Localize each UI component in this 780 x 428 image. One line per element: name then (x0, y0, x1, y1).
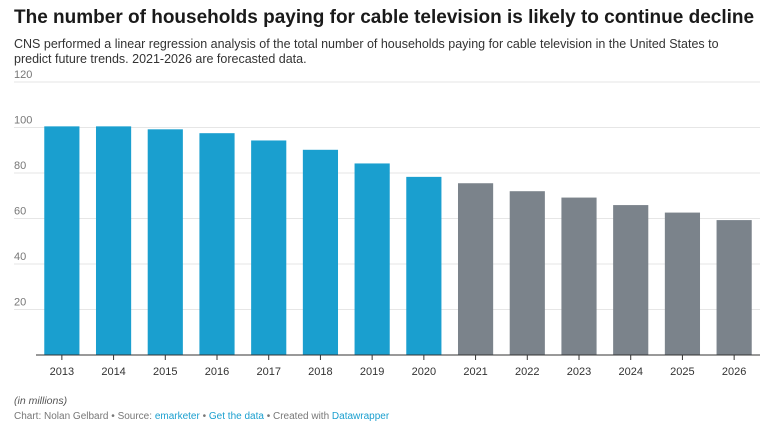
bar-2016 (199, 133, 235, 355)
bar-2026 (716, 220, 752, 355)
x-tick-label: 2017 (256, 366, 280, 378)
x-tick-label: 2021 (463, 366, 487, 378)
footer: Chart: Nolan Gelbard • Source: emarketer… (14, 411, 389, 422)
x-tick-label: 2015 (153, 366, 177, 378)
x-tick-label: 2018 (308, 366, 332, 378)
x-tick-label: 2025 (670, 366, 694, 378)
bar-2024 (613, 205, 649, 355)
chart-subtitle: CNS performed a linear regression analys… (14, 37, 719, 66)
bar-2015 (147, 129, 183, 355)
y-tick-label: 20 (14, 297, 26, 309)
x-tick-label: 2020 (412, 366, 436, 378)
unit-note: (in millions) (14, 395, 68, 407)
y-tick-label: 100 (14, 115, 32, 127)
bar-2014 (95, 126, 132, 355)
x-tick-label: 2013 (50, 366, 74, 378)
axes: 20 40 60 80 100 120 2013 2014 2015 2016 2017 2018 20… (14, 69, 760, 378)
bar-2020 (406, 176, 442, 355)
footer-created-label: Created with (273, 411, 332, 422)
footer-source-label: Source: (117, 411, 155, 422)
x-tick-label: 2014 (101, 366, 125, 378)
x-tick-label: 2016 (205, 366, 229, 378)
bar-2025 (664, 212, 701, 355)
source-link[interactable]: emarketer (154, 411, 200, 422)
bar-2017 (251, 140, 287, 355)
x-tick-label: 2026 (722, 366, 746, 378)
bar-2023 (561, 197, 597, 355)
bar-2022 (509, 191, 545, 355)
bar-2013 (44, 126, 80, 355)
x-tick-label: 2023 (567, 366, 591, 378)
x-tick-label: 2024 (618, 366, 642, 378)
footer-chart-by: Chart: Nolan Gelbard (14, 411, 109, 422)
y-tick-label: 120 (14, 69, 32, 81)
bar-chart: 20 40 60 80 100 120 2013 2014 2015 2016 2017 2018 20… (14, 69, 760, 378)
footer-separator: • (263, 411, 273, 422)
get-data-link[interactable]: Get the data (208, 411, 264, 422)
x-tick-label: 2019 (360, 366, 384, 378)
bar-2019 (354, 163, 390, 355)
y-tick-label: 60 (14, 206, 26, 218)
bar-2021 (457, 183, 494, 355)
bar-2018 (302, 149, 339, 355)
chart-title: The number of households paying for cabl… (14, 7, 755, 28)
datawrapper-link[interactable]: Datawrapper (331, 411, 390, 422)
footer-separator: • (108, 411, 118, 422)
footer-separator: • (199, 411, 209, 422)
bars (44, 126, 752, 355)
y-tick-label: 40 (14, 251, 26, 263)
y-tick-label: 80 (14, 160, 26, 172)
x-tick-label: 2022 (515, 366, 539, 378)
